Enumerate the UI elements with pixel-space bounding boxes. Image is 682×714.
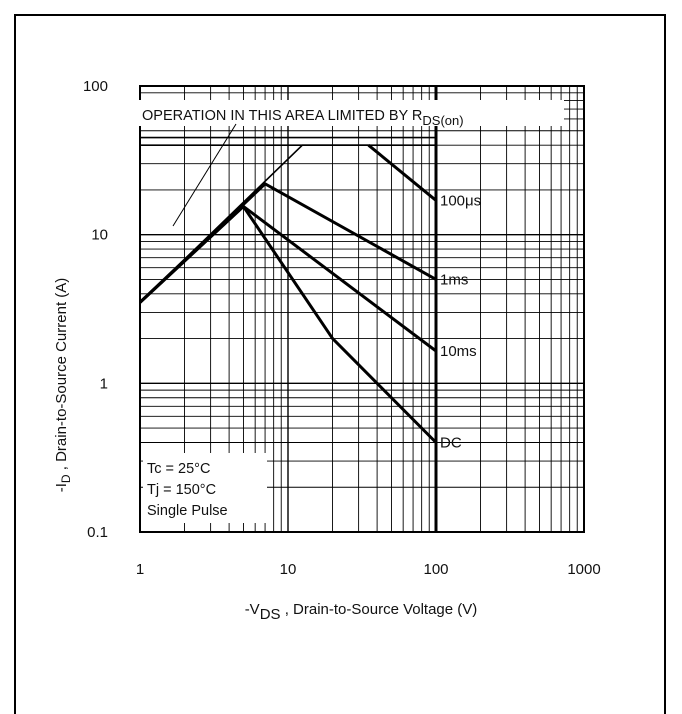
plot-area (139, 85, 585, 533)
y-label-rest: , Drain-to-Source Current (A) (53, 278, 70, 475)
x-tick-label: 10 (280, 561, 297, 578)
rdson-pointer (172, 123, 237, 227)
soa-chart: 1 10 100 1000 0.1 1 10 100 100μs 1ms 10ms DC -ID , … (53, 78, 601, 623)
series-label: 10ms (440, 343, 477, 360)
y-tick-label: 0.1 (87, 524, 108, 541)
conditions-bg (143, 453, 267, 523)
x-label-sub: DS (260, 606, 281, 623)
condition-tc: Tc = 25°C (147, 461, 210, 477)
y-tick-label: 100 (83, 78, 108, 95)
y-tick-label: 10 (91, 227, 108, 244)
x-axis-label: -VDS , Drain-to-Source Voltage (V) (245, 601, 478, 623)
series-label: 1ms (440, 271, 468, 288)
x-tick-label: 1 (136, 561, 144, 578)
x-tick-label: 1000 (567, 561, 600, 578)
y-label-prefix: -I (53, 483, 70, 492)
rdson-note: OPERATION IN THIS AREA LIMITED BY RDS(on… (142, 108, 464, 128)
labels: 1 10 100 1000 0.1 1 10 100 100μs 1ms 10ms DC (83, 78, 601, 578)
x-label-prefix: -V (245, 601, 260, 618)
condition-tj: Tj = 150°C (147, 482, 216, 498)
grid (139, 86, 584, 533)
figure-frame (14, 14, 666, 714)
y-axis-label: -ID , Drain-to-Source Current (A) (53, 278, 73, 493)
series-lines (138, 143, 438, 444)
series-label: DC (440, 434, 462, 451)
series-label: 100μs (440, 192, 481, 209)
y-label-sub: D (59, 474, 73, 483)
x-label-rest: , Drain-to-Source Voltage (V) (281, 601, 478, 618)
series-line-100us-bold (367, 143, 437, 202)
x-tick-label: 100 (423, 561, 448, 578)
y-tick-label: 1 (100, 375, 108, 392)
rdson-note-bg (139, 100, 564, 126)
rdson-note-text: OPERATION IN THIS AREA LIMITED BY R (142, 108, 422, 124)
rdson-note-sub: DS(on) (422, 113, 463, 128)
series-line-dc (138, 204, 438, 444)
condition-pulse: Single Pulse (147, 503, 228, 519)
